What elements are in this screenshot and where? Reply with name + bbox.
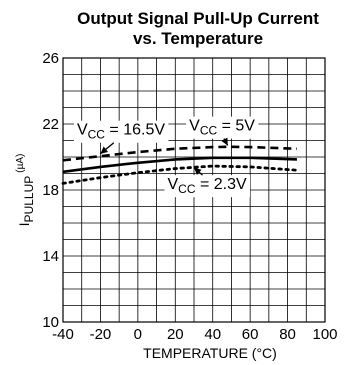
x-tick-label: 100: [312, 326, 337, 343]
series-label-0: VCC = 16.5V: [77, 122, 165, 142]
series-label-bg: [186, 116, 259, 139]
plot-frame: [62, 57, 326, 323]
label-arrowhead: [194, 167, 202, 175]
x-tick-label: 60: [242, 326, 259, 343]
series-line-0: [62, 145, 297, 162]
chart-subtitle: vs. Temperature: [133, 29, 263, 48]
chart-title: Output Signal Pull-Up Current: [77, 9, 319, 28]
series-label-bg: [164, 175, 251, 198]
y-tick-label: 18: [42, 182, 59, 199]
y-tick-label: 10: [42, 314, 59, 331]
y-tick-label: 14: [42, 248, 59, 265]
series-label-bg: [73, 120, 169, 143]
x-axis-label: TEMPERATURE (°C): [143, 345, 277, 361]
y-axis-label: IPULLUP(µA): [15, 154, 36, 227]
x-tick-label: -40: [52, 326, 74, 343]
x-tick-label: 40: [204, 326, 221, 343]
series-label-2: VCC = 2.3V: [168, 176, 247, 196]
series-line-1: [62, 156, 297, 174]
y-tick-label: 26: [42, 50, 59, 67]
x-tick-label: 20: [167, 326, 184, 343]
x-tick-label: 80: [279, 326, 296, 343]
grid: [62, 57, 326, 323]
series-lines: [61, 145, 299, 185]
series-labels: VCC = 16.5V VCC = 5V VCC = 2.3V: [73, 116, 259, 198]
label-arrowhead: [221, 137, 228, 146]
label-arrowhead: [100, 146, 109, 154]
tick-labels: -40 -20 0 20 40 60 80 100 10 14 18 22 26: [42, 50, 337, 343]
x-tick-label: -20: [90, 326, 112, 343]
series-line-2: [61, 164, 299, 185]
y-tick-label: 22: [42, 116, 59, 133]
series-label-1: VCC = 5V: [189, 118, 255, 138]
x-tick-label: 0: [134, 326, 142, 343]
